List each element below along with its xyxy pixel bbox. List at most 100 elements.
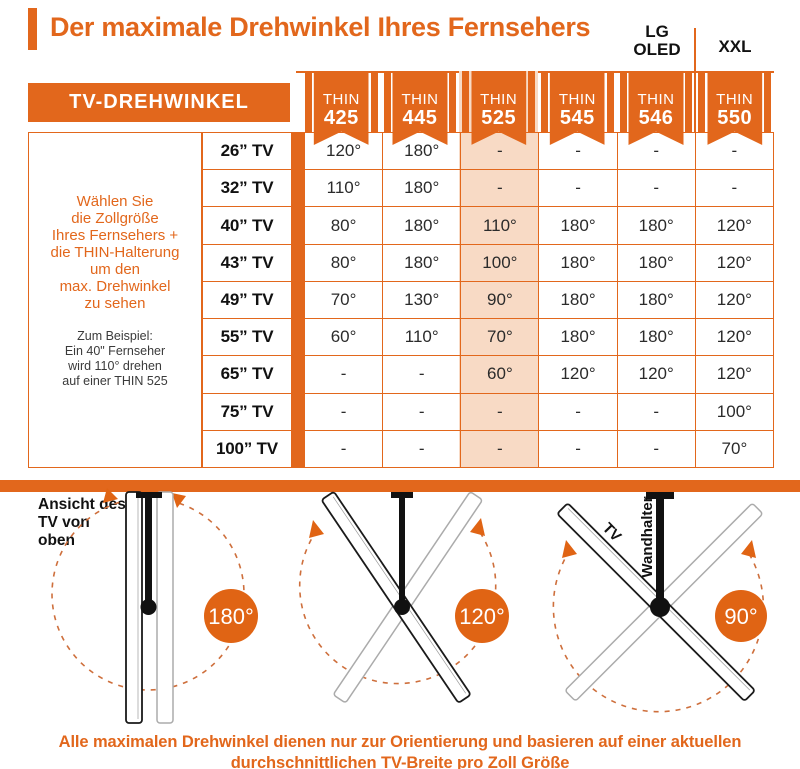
angle-cell: - [694,131,775,171]
angle-cell: 130° [382,280,462,320]
table-row: 32” TV 110° 180° - - - - [202,169,775,208]
wall-mount-arm [399,492,405,606]
angle-cell: 100° [694,392,775,431]
angle-cell: 180° [616,318,696,357]
column-group-divider-line [694,28,696,133]
tv-size-label: 75” TV [202,392,292,431]
angle-cell: - [382,355,462,394]
angle-cell: - [303,355,384,394]
table-row: 43” TV 80° 180° 100° 180° 180° 120° [202,243,775,282]
rotation-arrow-icon [741,540,756,558]
ribbon-fold-right [449,71,457,132]
ribbon-fold-left [698,71,706,132]
column-header-line1: THIN [322,91,360,108]
rotation-arrow-icon [172,493,186,508]
rotation-arrow-icon [470,518,485,536]
divider-cell [291,280,305,320]
angle-cell: 60° [460,355,540,394]
title-accent-bar [28,8,37,50]
pivot-dot [650,597,670,617]
angle-badge [715,590,767,642]
page-title: Der maximale Drehwinkel Ihres Fernsehers [50,12,591,42]
wall-mount-label: Wandhalter [639,496,656,577]
angle-cell: 70° [694,429,775,469]
divider-cell [291,206,305,245]
footer-note: Alle maximalen Drehwinkel dienen nur zur… [0,732,800,769]
sidebar-example: Zum Beispiel: Ein 40" Fernseher wird 110… [62,329,168,388]
footer-note-line2: durchschnittlichen TV-Breite pro Zoll Gr… [230,754,570,769]
angle-cell: - [538,392,618,431]
angle-cell: 180° [538,318,618,357]
diagram-90: TV Wandhalter 90° [552,492,767,713]
angle-cell: 60° [303,318,384,357]
angle-cell: 100° [460,243,540,282]
angle-cell: 120° [694,243,775,282]
angle-cell: - [460,131,540,171]
angle-cell: 120° [694,206,775,245]
pivot-dot [140,599,157,615]
diagram-120: 120° [298,491,509,703]
tv-size-label: 40” TV [202,206,292,245]
angle-cell: - [460,429,540,469]
tv-size-label: 43” TV [202,243,292,282]
angle-cell: 110° [303,169,384,208]
angle-cell: 120° [303,131,384,171]
ribbon-fold-left [541,71,548,132]
swivel-angle-table: 26” TV 120° 180° - - - -32” TV 110° 180° - - - -40” … [202,131,775,469]
angle-cell: 180° [538,206,618,245]
tv-size-label: 55” TV [202,318,292,357]
ribbon-fold-right [606,71,614,132]
label-xxl: XXL [718,37,752,56]
angle-cell: - [538,131,618,171]
angle-cell: - [460,392,540,431]
tv-size-label: 65” TV [202,355,292,394]
angle-cell: 120° [694,355,775,394]
angle-cell: 180° [382,131,462,171]
angle-badge [204,589,258,643]
tv-ghost-panel [156,491,174,724]
angle-cell: 120° [694,280,775,320]
column-header-line1: THIN [558,91,596,108]
angle-cell: 180° [382,243,462,282]
pivot-dot [394,599,410,615]
angle-cell: 110° [460,206,540,245]
divider-cell [291,131,305,171]
rotation-diagrams: 180° 120° [51,488,767,724]
divider-cell [291,169,305,208]
rotation-path-arc [298,527,497,685]
column-header-line1: THIN [480,91,518,108]
angle-cell: 70° [460,318,540,357]
column-header-line1: THIN [716,91,754,108]
angle-cell: 90° [460,280,540,320]
ribbon-fold-right [370,71,378,132]
angle-cell: 120° [694,318,775,357]
ribbon-fold-right [764,71,771,132]
column-header-line1: THIN [637,91,675,108]
angle-cell: - [303,429,384,469]
column-ribbon: THIN 425 [302,71,381,146]
table-row: 55” TV 60° 110° 70° 180° 180° 120° [202,318,775,357]
column-header-line2: 445 [402,107,438,129]
divider-cell [291,355,305,394]
section-divider-bar [0,480,800,492]
column-header-line1: THIN [401,91,439,108]
angle-badge-label: 180° [208,604,254,629]
table-row: 49” TV 70° 130° 90° 180° 180° 120° [202,280,775,320]
column-header-line2: 550 [717,107,753,129]
angle-cell: - [538,429,618,469]
label-lg-oled: LG OLED [633,22,681,59]
table-row: 65” TV - -60° 120° 120° 120° [202,355,775,394]
angle-cell: - [694,169,775,208]
ribbon-fold-left [383,71,391,132]
ribbon-fold-left [462,71,470,132]
rotation-arrow-icon [562,540,577,558]
column-header-line2: 425 [323,107,359,129]
angle-cell: 180° [382,206,462,245]
angle-cell: - [616,429,696,469]
sidebar-instruction: Wählen Sie die Zollgröße Ihres Fernseher… [50,193,180,312]
angle-cell: 120° [538,355,618,394]
tv-size-label: 49” TV [202,280,292,320]
angle-cell: 180° [538,243,618,282]
angle-cell: 110° [382,318,462,357]
